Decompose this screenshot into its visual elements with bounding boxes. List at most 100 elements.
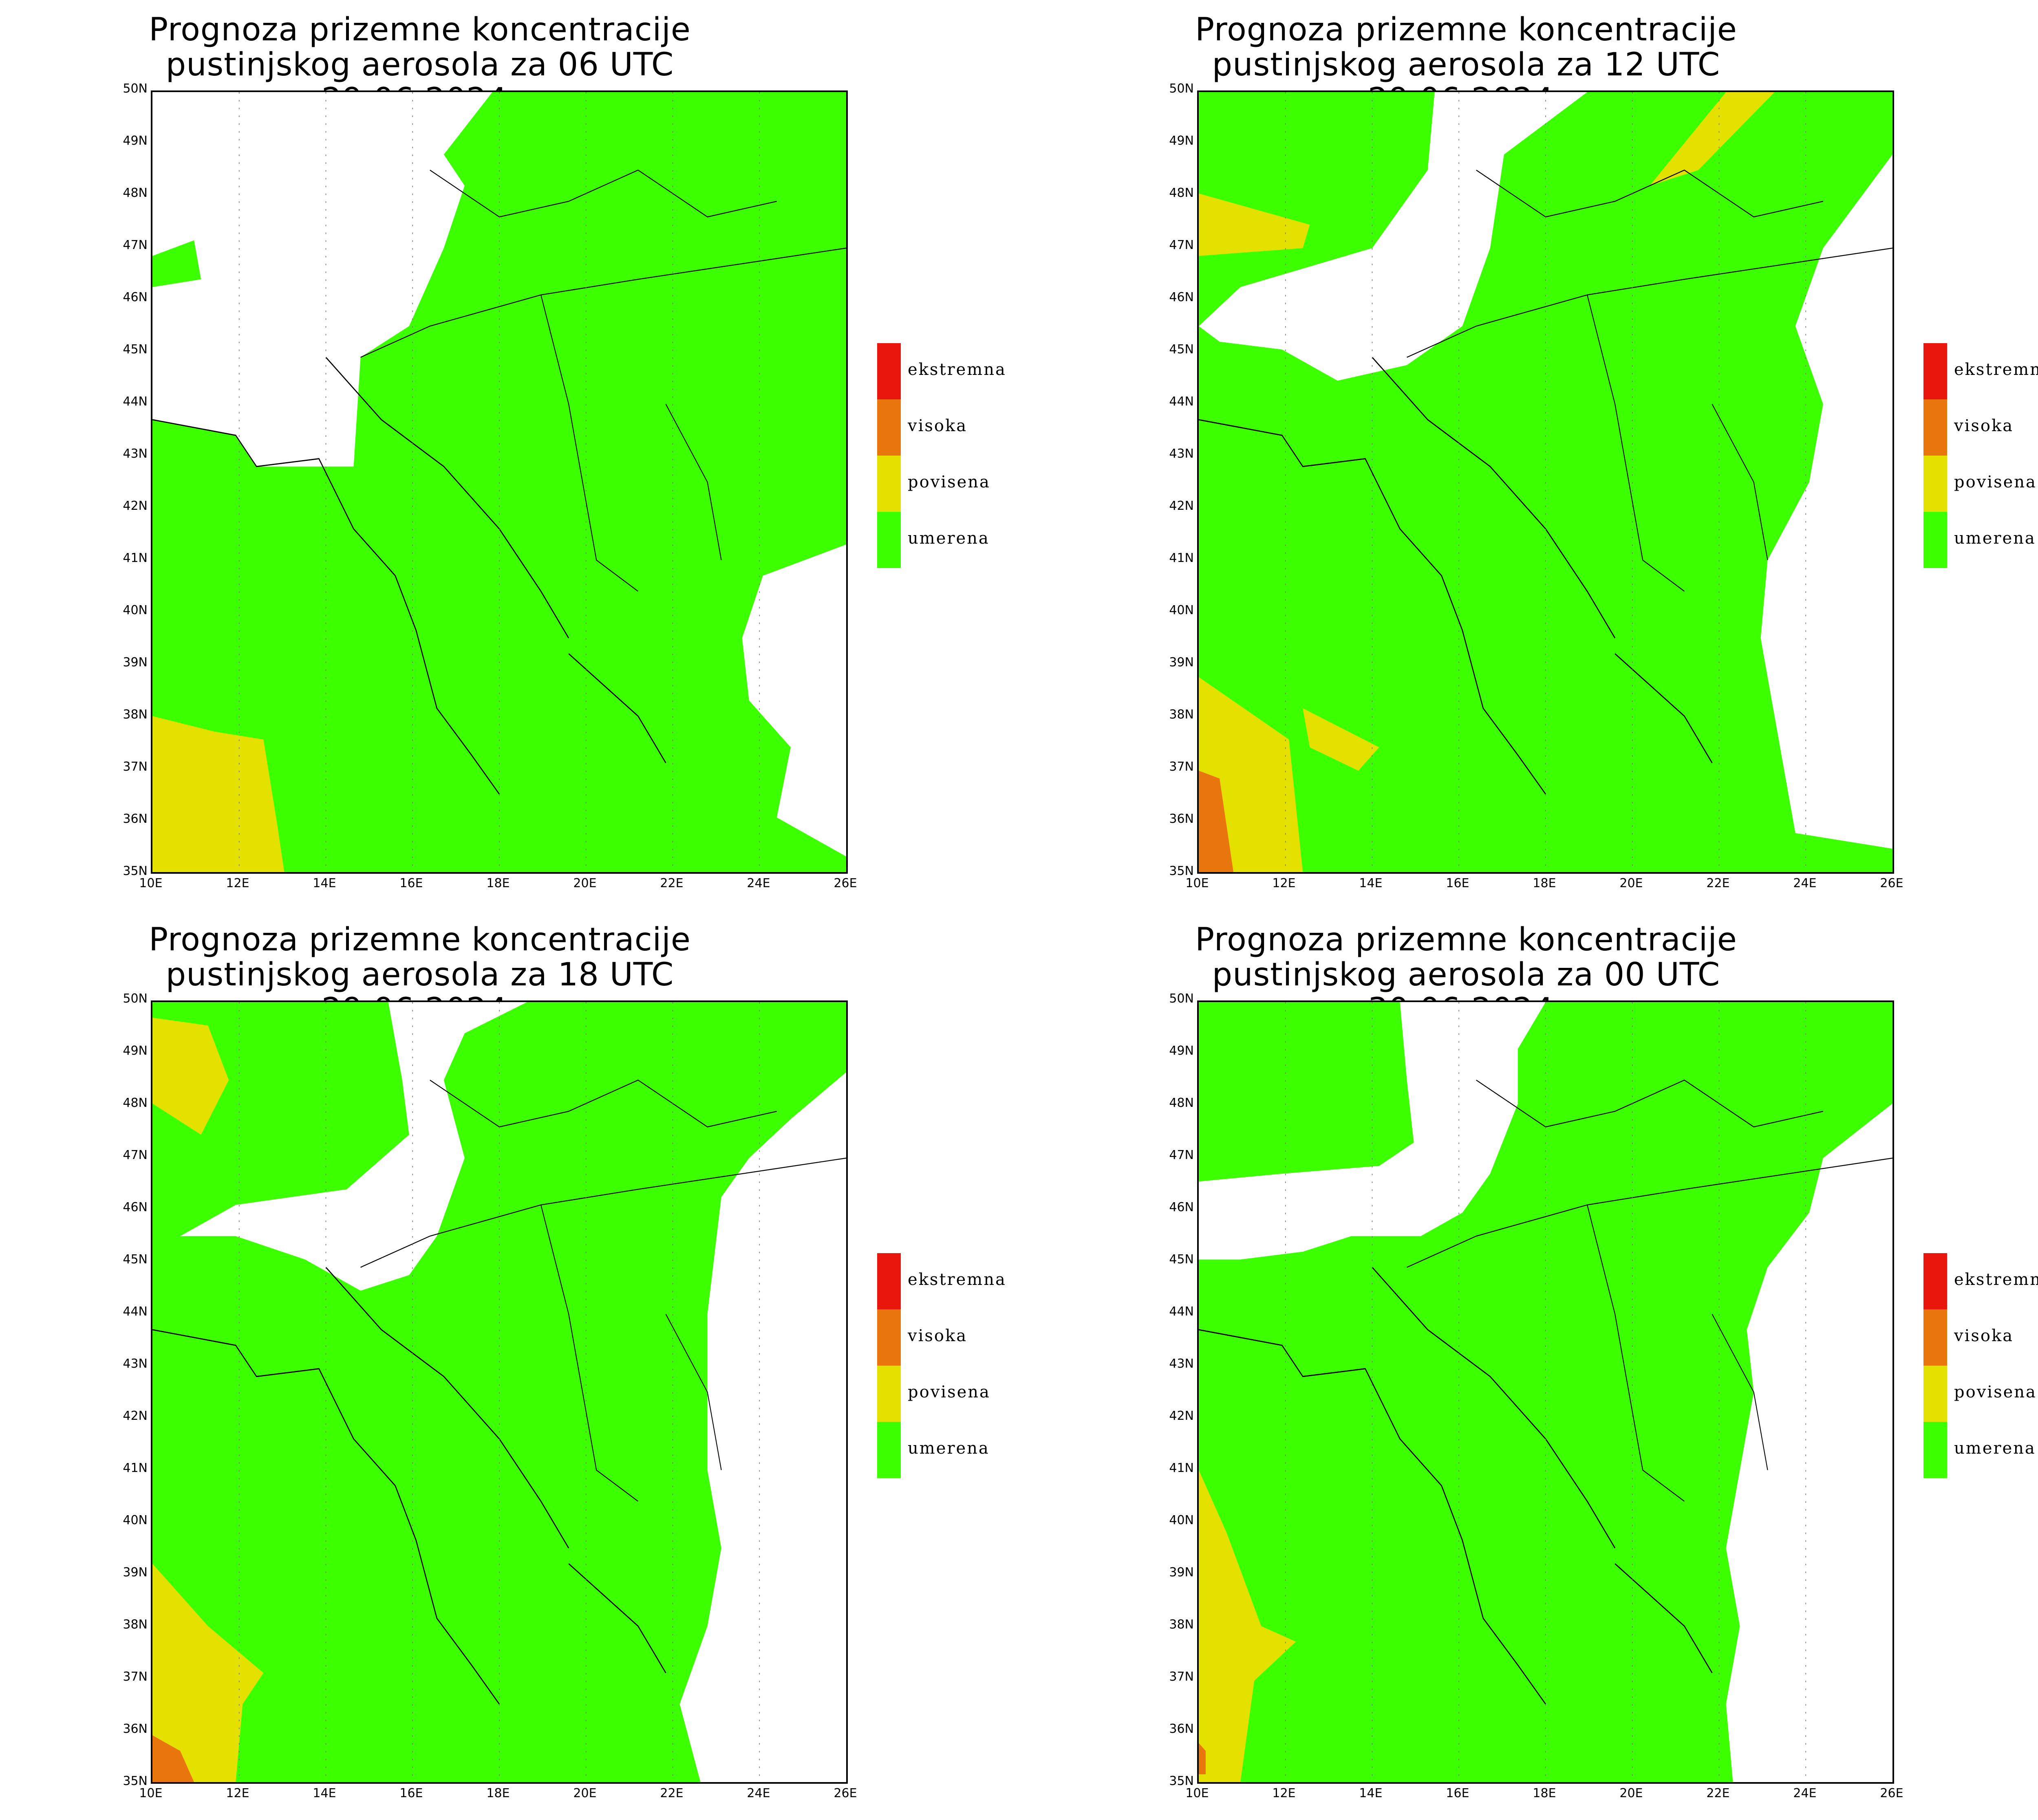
lon-label: 20E (573, 1786, 597, 1800)
lon-label: 26E (1880, 876, 1903, 890)
lat-label: 46N (1169, 290, 1194, 304)
lat-label: 35N (123, 864, 148, 878)
legend-label: umerena (1954, 1439, 2036, 1458)
lat-label: 37N (1169, 1670, 1194, 1684)
legend-swatch-umerena (877, 1422, 901, 1478)
region-povisena (1650, 92, 1775, 186)
lat-label: 41N (123, 551, 148, 565)
lat-label: 43N (123, 447, 148, 461)
lat-label: 42N (123, 499, 148, 513)
lon-label: 26E (1880, 1786, 1903, 1800)
legend-swatch-visoka (877, 1309, 901, 1366)
lon-label: 24E (747, 876, 770, 890)
lat-label: 48N (123, 1096, 148, 1110)
lat-label: 45N (1169, 342, 1194, 357)
lon-label: 22E (1706, 876, 1730, 890)
legend-label: visoka (908, 416, 968, 435)
lat-label: 49N (123, 134, 148, 148)
map-area (1197, 90, 1894, 874)
lat-label: 44N (1169, 1304, 1194, 1319)
lat-label: 44N (1169, 394, 1194, 409)
legend-swatch-povisena (1923, 456, 1947, 512)
legend-label: visoka (1954, 1326, 2014, 1345)
lat-label: 46N (1169, 1200, 1194, 1214)
forecast-panel-12utc: Prognoza prizemne koncentracije pustinjs… (1046, 0, 2038, 910)
lat-label: 39N (1169, 655, 1194, 670)
legend-swatch-ekstremna (877, 1253, 901, 1309)
legend-swatch-ekstremna (877, 343, 901, 399)
lat-label: 39N (123, 655, 148, 670)
lon-label: 24E (1793, 1786, 1817, 1800)
region-povisena (152, 1564, 264, 1782)
lat-label: 39N (1169, 1565, 1194, 1580)
legend-label: ekstremna (908, 1270, 1006, 1289)
lat-label: 47N (1169, 238, 1194, 252)
lat-label: 35N (123, 1774, 148, 1788)
map-svg (1199, 92, 1892, 872)
grid-lines (238, 92, 760, 872)
region-visoka (1199, 1743, 1206, 1774)
region-none (1726, 1103, 1892, 1782)
legend-swatch-povisena (877, 1366, 901, 1422)
lon-label: 24E (1793, 876, 1817, 890)
lat-label: 48N (123, 186, 148, 200)
region-povisena (152, 1018, 229, 1135)
lon-label: 26E (834, 1786, 857, 1800)
lat-label: 44N (123, 1304, 148, 1319)
lon-label: 18E (486, 1786, 510, 1800)
legend-swatch-ekstremna (1923, 343, 1947, 399)
lat-label: 44N (123, 394, 148, 409)
region-visoka (1199, 771, 1234, 872)
lon-label: 22E (660, 876, 684, 890)
forecast-panel-00utc: Prognoza prizemne koncentracije pustinjs… (1046, 910, 2038, 1820)
legend-swatch-umerena (1923, 1422, 1947, 1478)
lat-label: 38N (123, 707, 148, 722)
lat-label: 43N (1169, 1357, 1194, 1371)
lon-label: 20E (573, 876, 597, 890)
lat-label: 37N (123, 760, 148, 774)
region-povisena (152, 716, 285, 872)
lat-label: 38N (1169, 707, 1194, 722)
legend-label: umerena (908, 1439, 990, 1458)
lat-label: 49N (1169, 1044, 1194, 1058)
panel-title: Prognoza prizemne koncentracije pustinjs… (73, 12, 766, 117)
title-line-1: Prognoza prizemne koncentracije (1195, 921, 1737, 958)
lat-label: 50N (123, 82, 148, 96)
map-area (151, 1000, 848, 1784)
lon-label: 18E (486, 876, 510, 890)
borders (1407, 1080, 1892, 1502)
lat-label: 40N (1169, 603, 1194, 617)
lat-label: 50N (1169, 82, 1194, 96)
grid-lines (1285, 92, 1806, 872)
lat-label: 41N (1169, 551, 1194, 565)
legend-label: povisena (1954, 473, 2037, 491)
legend-swatch-visoka (1923, 399, 1947, 456)
region-none (1199, 1002, 1546, 1260)
legend-label: ekstremna (1954, 1270, 2038, 1289)
lon-label: 20E (1619, 876, 1643, 890)
legend-label: visoka (1954, 416, 2014, 435)
lat-label: 40N (1169, 1513, 1194, 1527)
lon-label: 12E (1272, 876, 1296, 890)
lat-label: 50N (1169, 992, 1194, 1006)
legend-label: visoka (908, 1326, 968, 1345)
lat-label: 46N (123, 290, 148, 304)
lon-label: 14E (1359, 876, 1383, 890)
borders (1407, 170, 1892, 592)
borders (360, 1080, 846, 1502)
legend-label: povisena (908, 1383, 990, 1401)
lon-label: 18E (1533, 1786, 1556, 1800)
lat-label: 49N (123, 1044, 148, 1058)
lon-label: 18E (1533, 876, 1556, 890)
lat-label: 42N (123, 1409, 148, 1423)
lat-label: 40N (123, 1513, 148, 1527)
legend-label: ekstremna (1954, 360, 2038, 379)
lon-label: 16E (1446, 1786, 1469, 1800)
lat-label: 42N (1169, 499, 1194, 513)
lat-label: 47N (1169, 1148, 1194, 1162)
lon-label: 10E (139, 1786, 163, 1800)
forecast-panel-18utc: Prognoza prizemne koncentracije pustinjs… (0, 910, 1046, 1820)
lat-label: 37N (1169, 760, 1194, 774)
lat-label: 43N (1169, 447, 1194, 461)
region-povisena (1303, 708, 1379, 771)
